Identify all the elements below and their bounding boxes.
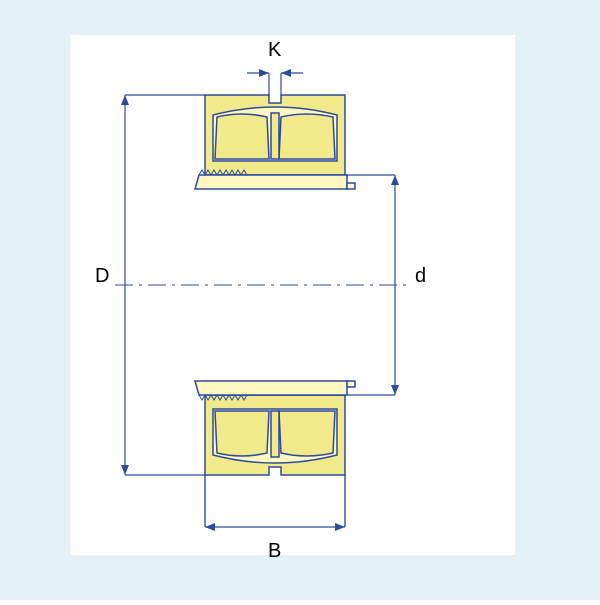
label-K: K [268, 39, 281, 62]
label-B: B [268, 540, 281, 563]
label-d: d [415, 265, 426, 288]
label-D: D [95, 265, 109, 288]
diagram-svg [0, 0, 600, 600]
bearing-diagram: K D d B [0, 0, 600, 600]
